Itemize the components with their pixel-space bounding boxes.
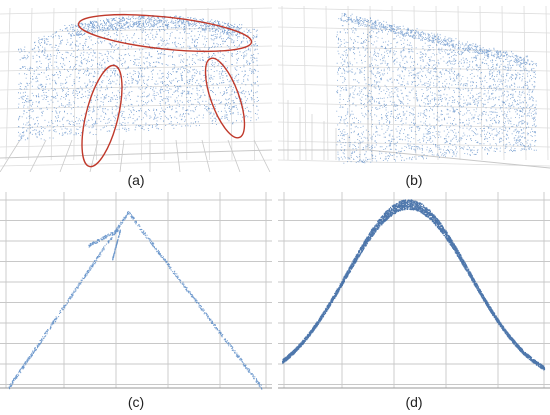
floor-line xyxy=(201,139,211,172)
highlight-ellipse-left xyxy=(81,64,123,168)
grid-line-h xyxy=(0,140,272,148)
floor-edge-right xyxy=(367,149,550,169)
grid-line-v xyxy=(28,7,33,161)
grid-a xyxy=(0,7,272,172)
grid-line-h xyxy=(278,83,550,91)
profile-plot-d xyxy=(278,192,550,389)
grid-line-h xyxy=(0,7,272,15)
panel-d xyxy=(278,192,550,392)
point-cloud-3d-b xyxy=(278,5,550,169)
grid-line-h xyxy=(278,7,550,15)
grid-line-v xyxy=(50,7,55,161)
profile-points-c xyxy=(8,211,263,390)
grid-line-v xyxy=(5,7,11,161)
point-cloud-b-points xyxy=(336,13,537,164)
highlight-ellipse-right xyxy=(204,57,246,139)
floor-line xyxy=(253,139,271,172)
grid-line-h xyxy=(278,102,550,110)
panel-c xyxy=(0,192,272,392)
profile-points-c-points xyxy=(8,211,263,390)
grid-line-v xyxy=(185,7,188,161)
grid-line-v xyxy=(479,5,483,161)
grid-line-h xyxy=(0,45,272,53)
grid-line-h xyxy=(278,26,550,34)
grid-line-v xyxy=(391,5,395,161)
floor-line xyxy=(29,139,47,172)
grid-line-h xyxy=(0,102,272,110)
grid-line-v xyxy=(435,5,439,161)
grid-line-v xyxy=(303,5,307,161)
grid-line-h xyxy=(278,159,550,167)
point-cloud-a xyxy=(18,15,259,141)
grid-line-v xyxy=(457,5,461,161)
point-cloud-3d-a xyxy=(0,7,272,172)
grid-line-v xyxy=(413,5,417,161)
grid-line-v xyxy=(545,5,549,161)
floor-line xyxy=(119,139,125,172)
grid-line-v xyxy=(207,7,210,161)
panel-a xyxy=(0,0,272,172)
grid-line-v xyxy=(325,5,329,161)
grid-line-h xyxy=(278,45,550,53)
grid-line-h xyxy=(0,159,272,167)
caption-a: (a) xyxy=(127,172,145,188)
grid-b xyxy=(278,5,550,169)
grid-line-v xyxy=(523,5,527,161)
grid-line-v xyxy=(281,5,285,161)
floor-edge xyxy=(0,149,272,159)
grid-line-v xyxy=(251,7,255,161)
grid-line-v xyxy=(96,7,99,161)
profile-plot-c xyxy=(0,192,272,390)
caption-b: (b) xyxy=(405,172,423,188)
grid-c xyxy=(0,192,272,389)
point-cloud-b xyxy=(336,13,537,164)
profile-points-d-points xyxy=(282,199,546,371)
panel-b xyxy=(278,0,550,172)
profile-points-d xyxy=(282,199,546,371)
caption-d: (d) xyxy=(405,394,423,410)
grid-line-h xyxy=(0,64,272,72)
grid-d xyxy=(278,192,550,389)
floor-line xyxy=(175,139,181,172)
caption-c: (c) xyxy=(127,394,145,410)
grid-line-v xyxy=(229,7,233,161)
point-cloud-a-points xyxy=(18,15,259,141)
highlight-ellipse-top xyxy=(77,13,253,53)
grid-line-v xyxy=(347,5,351,161)
floor-line xyxy=(0,139,21,172)
floor-line xyxy=(227,139,241,172)
